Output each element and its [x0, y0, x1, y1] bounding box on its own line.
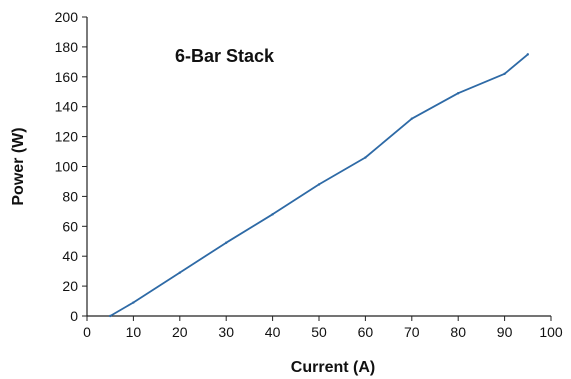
series-layer [109, 53, 529, 318]
x-axis-title: Current (A) [291, 359, 375, 376]
y-tick-label: 100 [55, 159, 79, 175]
data-point [271, 213, 274, 216]
x-tick-label: 20 [172, 324, 188, 340]
x-tick-label: 60 [358, 324, 374, 340]
x-tick-label: 30 [218, 324, 234, 340]
data-point [178, 271, 181, 274]
y-tick-label: 40 [62, 248, 78, 264]
data-point [132, 301, 135, 304]
y-tick-label: 60 [62, 218, 78, 234]
data-point [457, 92, 460, 95]
data-point [317, 183, 321, 186]
x-tick-label: 100 [539, 324, 563, 340]
x-tick-label: 40 [265, 324, 281, 340]
y-tick-label: 120 [55, 129, 79, 145]
y-tick-label: 200 [55, 9, 79, 25]
data-point [410, 117, 413, 120]
data-point [225, 241, 228, 244]
x-tick-label: 90 [497, 324, 513, 340]
y-axis-ticks: 0 20 40 60 80 100 120 140 160 180 200 [55, 9, 87, 324]
y-tick-label: 0 [70, 308, 78, 324]
x-tick-label: 50 [311, 324, 327, 340]
y-tick-label: 180 [55, 39, 79, 55]
data-point [526, 53, 529, 56]
x-tick-label: 10 [126, 324, 142, 340]
x-tick-label: 0 [83, 324, 91, 340]
x-tick-label: 70 [404, 324, 420, 340]
data-point [364, 156, 367, 159]
y-tick-label: 160 [55, 69, 79, 85]
y-tick-label: 140 [55, 99, 79, 115]
chart-annotation: 6-Bar Stack [175, 46, 275, 66]
data-point [503, 72, 506, 76]
y-tick-label: 80 [62, 188, 78, 204]
x-axis-ticks: 0 10 20 30 40 50 60 70 80 90 100 [83, 316, 563, 340]
data-point [109, 314, 112, 318]
x-tick-label: 80 [450, 324, 466, 340]
y-tick-label: 20 [62, 278, 78, 294]
y-axis-title: Power (W) [10, 127, 27, 205]
